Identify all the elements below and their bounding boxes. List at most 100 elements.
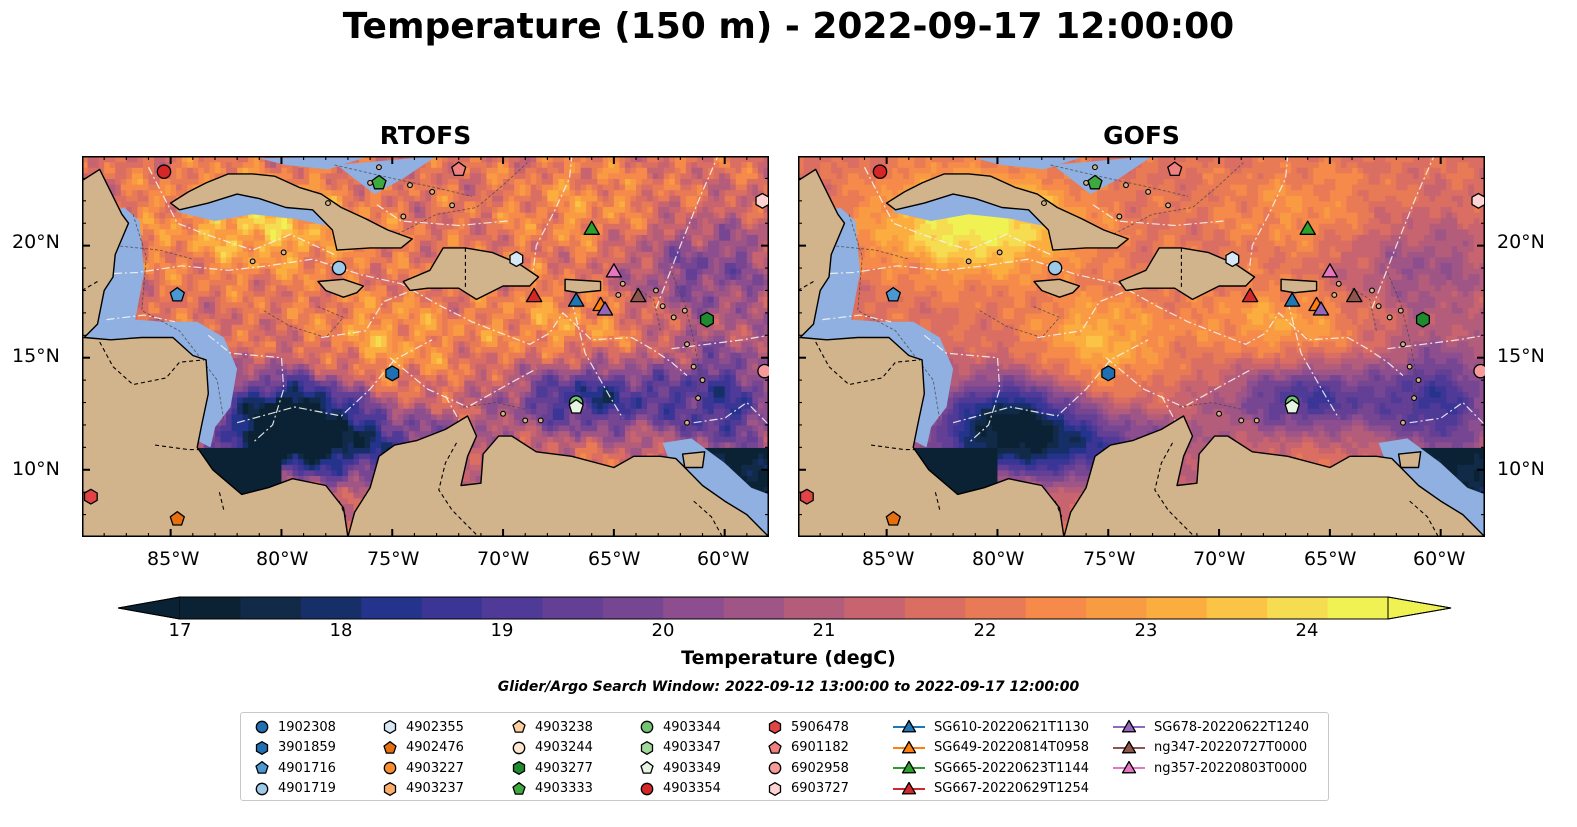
observation-marker[interactable] bbox=[1283, 292, 1301, 307]
colorbar-swatch bbox=[965, 597, 1027, 619]
legend-marker[interactable] bbox=[768, 720, 782, 734]
legend-marker[interactable] bbox=[383, 740, 397, 754]
legend-marker[interactable] bbox=[1121, 719, 1137, 733]
observation-marker[interactable] bbox=[755, 192, 769, 209]
legend-marker[interactable] bbox=[901, 719, 917, 733]
observation-marker[interactable] bbox=[605, 263, 623, 278]
legend-marker[interactable] bbox=[768, 761, 782, 775]
legend-marker[interactable] bbox=[512, 761, 526, 775]
observation-marker[interactable] bbox=[1471, 192, 1485, 209]
legend-label: 4901719 bbox=[278, 781, 336, 796]
legend-label: 4903237 bbox=[406, 781, 464, 796]
observation-marker[interactable] bbox=[1321, 263, 1339, 278]
map-panel-gofs[interactable] bbox=[797, 155, 1486, 538]
legend-marker[interactable] bbox=[901, 760, 917, 774]
observation-marker[interactable] bbox=[1241, 287, 1259, 303]
legend-marker[interactable] bbox=[640, 782, 654, 795]
observation-marker[interactable] bbox=[1473, 363, 1485, 379]
observation-marker[interactable] bbox=[799, 488, 814, 505]
legend-marker[interactable] bbox=[640, 761, 654, 774]
legend-label: ng357-20220803T0000 bbox=[1154, 760, 1308, 776]
observation-marker[interactable] bbox=[385, 365, 400, 382]
legend-marker[interactable] bbox=[768, 740, 782, 754]
colorbar-swatch bbox=[784, 597, 845, 619]
colorbar-swatch bbox=[1086, 597, 1147, 619]
colorbar-swatch bbox=[844, 597, 906, 619]
legend-label: SG649-20220814T0958 bbox=[934, 740, 1090, 755]
map-frame bbox=[82, 156, 769, 537]
legend-label: 6901182 bbox=[791, 740, 849, 755]
legend-item: 4903227 bbox=[382, 758, 464, 778]
observation-marker[interactable] bbox=[451, 161, 467, 177]
map-panel-rtofs[interactable] bbox=[81, 155, 770, 538]
colorbar-swatch bbox=[602, 597, 664, 619]
legend-marker[interactable] bbox=[1121, 740, 1137, 753]
eez-boundaries bbox=[798, 156, 1485, 444]
legend-marker[interactable] bbox=[255, 761, 269, 774]
legend-item: 4903238 bbox=[511, 717, 593, 737]
legend-marker[interactable] bbox=[640, 720, 654, 734]
observation-marker[interactable] bbox=[83, 488, 98, 505]
observation-marker[interactable] bbox=[156, 164, 172, 179]
legend-marker[interactable] bbox=[512, 741, 526, 754]
observation-marker[interactable] bbox=[885, 286, 901, 302]
legend-item: 5906478 bbox=[767, 717, 849, 737]
legend-marker[interactable] bbox=[768, 781, 782, 796]
observation-marker[interactable] bbox=[757, 363, 769, 379]
colorbar-swatch bbox=[421, 597, 483, 619]
observation-marker[interactable] bbox=[525, 287, 543, 303]
observation-marker[interactable] bbox=[596, 301, 614, 316]
observation-marker[interactable] bbox=[1346, 287, 1363, 303]
legend-marker[interactable] bbox=[383, 761, 397, 775]
legend-marker[interactable] bbox=[255, 740, 269, 755]
legend-item: 4902355 bbox=[382, 717, 464, 737]
legend-marker[interactable] bbox=[255, 720, 269, 734]
legend-marker[interactable] bbox=[512, 781, 526, 795]
legend-label: 4903354 bbox=[663, 781, 721, 796]
observation-marker[interactable] bbox=[169, 286, 185, 302]
observation-marker[interactable] bbox=[509, 251, 524, 268]
legend-label: 4903244 bbox=[535, 740, 593, 755]
legend-marker[interactable] bbox=[383, 781, 397, 796]
legend-marker[interactable] bbox=[901, 740, 917, 753]
triangle-marker-icon bbox=[893, 740, 925, 753]
legend-marker[interactable] bbox=[512, 720, 526, 733]
observation-marker[interactable] bbox=[1299, 220, 1316, 235]
observation-marker[interactable] bbox=[1312, 301, 1330, 316]
legend-marker[interactable] bbox=[640, 740, 654, 755]
hexagon-marker-icon bbox=[512, 761, 526, 775]
pentagon-marker-icon bbox=[255, 761, 269, 774]
observation-marker[interactable] bbox=[1225, 251, 1240, 268]
observation-marker[interactable] bbox=[371, 174, 387, 190]
legend-marker[interactable] bbox=[901, 781, 917, 794]
legend-item: ng357-20220803T0000 bbox=[1112, 758, 1307, 778]
observation-marker[interactable] bbox=[331, 260, 347, 276]
observation-marker[interactable] bbox=[1101, 365, 1116, 382]
observation-marker[interactable] bbox=[872, 164, 888, 179]
observation-marker[interactable] bbox=[567, 292, 585, 307]
legend-label: 4903333 bbox=[535, 781, 593, 796]
triangle-marker-icon bbox=[1113, 719, 1145, 733]
observation-marker[interactable] bbox=[568, 399, 584, 414]
legend-label: 4903347 bbox=[663, 740, 721, 755]
observation-marker[interactable] bbox=[699, 311, 714, 328]
colorbar-extend-max bbox=[1387, 596, 1452, 620]
legend-marker[interactable] bbox=[1121, 760, 1137, 774]
observation-marker[interactable] bbox=[1284, 399, 1300, 414]
observation-marker[interactable] bbox=[1415, 311, 1430, 328]
observation-marker[interactable] bbox=[630, 287, 647, 303]
observation-marker[interactable] bbox=[1087, 174, 1103, 190]
observation-marker[interactable] bbox=[583, 220, 600, 235]
observation-marker[interactable] bbox=[1167, 161, 1183, 177]
circle-marker-icon bbox=[255, 782, 269, 795]
legend-marker[interactable] bbox=[383, 720, 397, 734]
observation-marker[interactable] bbox=[1047, 260, 1063, 276]
lon-tick-label: 85°W bbox=[862, 548, 915, 570]
observation-marker[interactable] bbox=[885, 511, 901, 526]
observation-marker[interactable] bbox=[169, 511, 185, 526]
legend-label: 4902355 bbox=[406, 719, 464, 735]
legend-item: SG649-20220814T0958 bbox=[892, 738, 1089, 758]
lon-tick-label: 70°W bbox=[1193, 548, 1246, 570]
legend-marker[interactable] bbox=[255, 782, 269, 795]
legend-item: 6901182 bbox=[767, 738, 849, 758]
